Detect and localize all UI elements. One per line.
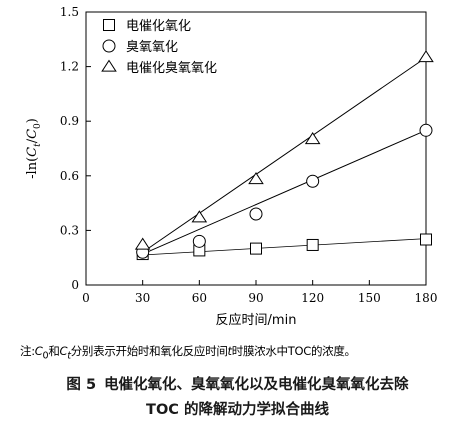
data-point-triangle <box>418 50 434 63</box>
legend-marker-triangle <box>101 59 117 72</box>
data-point-square <box>420 233 432 246</box>
y-tick-label: 1.5 <box>60 5 79 19</box>
y-tick-label: 1.2 <box>60 60 79 74</box>
y-axis-label: -ln(Ct/C0) <box>25 118 43 179</box>
x-tick-label: 90 <box>248 291 263 305</box>
data-point-triangle <box>248 172 264 185</box>
legend-marker-square <box>103 19 115 31</box>
fit-line-circle <box>142 129 427 255</box>
x-tick-label: 180 <box>415 291 438 305</box>
x-tick-label: 30 <box>135 291 150 305</box>
figure-caption-line2: TOC 的降解动力学拟合曲线 <box>146 402 329 418</box>
data-point-square <box>306 238 319 251</box>
legend-label: 臭氧氧化 <box>126 40 178 55</box>
data-point-circle <box>249 207 263 221</box>
fit-line-square <box>142 238 427 256</box>
data-point-square <box>250 242 262 255</box>
data-point-circle <box>306 174 320 188</box>
legend-label: 电催化氧化 <box>126 19 191 34</box>
data-point-triangle <box>304 131 321 145</box>
y-tick-label: 0 <box>71 278 79 292</box>
figure-caption-line1: 图 5 电催化氧化、臭氧氧化以及电催化臭氧氧化去除 <box>66 377 409 393</box>
legend-marker-circle <box>102 39 116 53</box>
data-point-circle <box>419 123 433 137</box>
y-tick-label: 0.6 <box>60 169 79 183</box>
x-tick-label: 60 <box>192 291 207 305</box>
kinetics-chart: 0 30 60 90 120 150 180 0 0.3 0.6 0.9 1.2 1.5 电催化氧化臭氧… <box>25 5 438 328</box>
x-tick-label: 0 <box>82 291 90 305</box>
y-tick-label: 0.3 <box>60 223 79 237</box>
figure-note: 注:C0和Ct分别表示开始时和氧化反应时间t时膜浓水中TOC的浓度。 <box>20 344 356 362</box>
legend-label: 电催化臭氧氧化 <box>126 61 217 76</box>
y-tick-label: 0.9 <box>60 114 79 128</box>
x-tick-label: 120 <box>301 291 324 305</box>
x-tick-label: 150 <box>358 291 381 305</box>
fit-line-triangle <box>142 57 427 253</box>
x-axis-label: 反应时间/min <box>216 312 297 328</box>
data-point-circle <box>192 234 206 248</box>
data-point-triangle <box>191 210 208 223</box>
data-point-triangle <box>134 237 151 250</box>
